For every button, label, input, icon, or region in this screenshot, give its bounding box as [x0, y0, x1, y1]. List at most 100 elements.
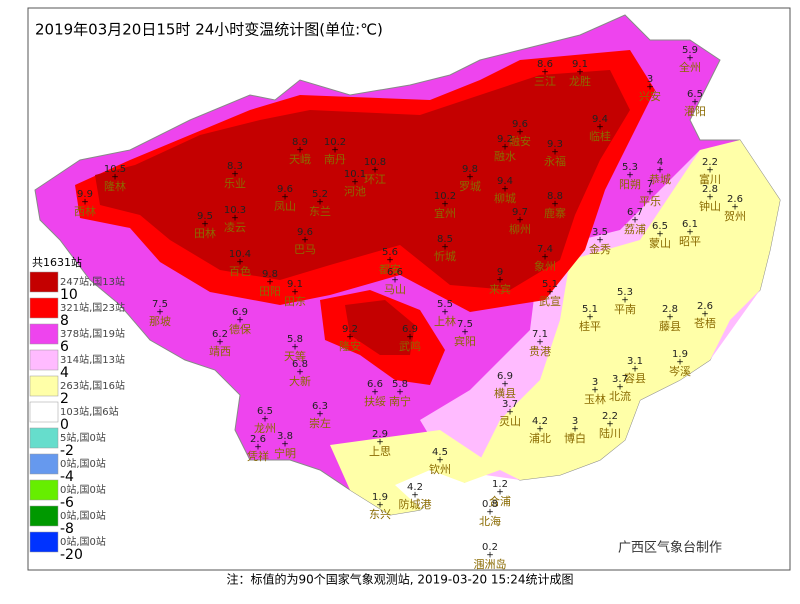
- station-name: 南丹: [324, 153, 346, 166]
- station-value: 6.5: [257, 406, 273, 417]
- legend-swatch: [29, 479, 59, 501]
- station-value: 5.1: [542, 279, 558, 290]
- station-value: 2.9: [372, 429, 388, 440]
- legend-swatch: [29, 349, 59, 371]
- station-value: 1.9: [372, 492, 388, 503]
- station-name: 合浦: [489, 494, 511, 508]
- legend-count: 247站,国13站: [60, 275, 125, 288]
- station-name: 凌云: [224, 220, 246, 234]
- station-value: 4.2: [532, 416, 548, 427]
- station-marker: +: [541, 68, 549, 78]
- legend-count: 263站,国16站: [60, 379, 125, 392]
- station-value: 6.8: [292, 359, 308, 370]
- legend-threshold: 8: [60, 313, 69, 329]
- station-value: 9: [497, 267, 503, 278]
- station-value: 5.6: [382, 247, 398, 258]
- station-marker: +: [606, 420, 614, 430]
- station-value: 4.2: [407, 482, 423, 493]
- station-marker: +: [686, 54, 694, 64]
- station-value: 10.3: [224, 205, 246, 216]
- station-name: 隆林: [104, 179, 126, 193]
- station-value: 9.1: [572, 59, 588, 70]
- station-marker: +: [541, 253, 549, 263]
- station-name: 上思: [369, 445, 391, 458]
- station-name: 天峨: [289, 153, 311, 166]
- station-marker: +: [536, 425, 544, 435]
- station-marker: +: [351, 178, 359, 188]
- station-marker: +: [546, 288, 554, 298]
- zone-2-coast: [330, 430, 500, 515]
- station-value: 10.5: [104, 164, 126, 175]
- station-value: 10.2: [434, 191, 456, 202]
- station-name: 巴马: [294, 243, 316, 256]
- station-name: 隆安: [339, 339, 361, 353]
- station-name: 田林: [194, 226, 216, 240]
- station-value: 8.3: [227, 161, 243, 172]
- station-value: 5.3: [617, 287, 633, 298]
- station-value: 3.5: [592, 227, 608, 238]
- legend-threshold: 2: [60, 391, 69, 407]
- station-name: 凭祥: [247, 449, 269, 463]
- station-name: 崇左: [309, 417, 331, 430]
- station-marker: +: [281, 440, 289, 450]
- station-name: 东兴: [369, 508, 391, 521]
- station-marker: +: [406, 333, 414, 343]
- station-marker: +: [316, 410, 324, 420]
- station-name: 富川: [699, 172, 721, 186]
- station-value: 4.5: [432, 447, 448, 458]
- station-value: 3: [647, 74, 653, 85]
- station-marker: +: [291, 288, 299, 298]
- station-marker: +: [731, 203, 739, 213]
- station-value: 2.6: [697, 301, 713, 312]
- station-marker: +: [646, 83, 654, 93]
- station-marker: +: [626, 171, 634, 181]
- legend-swatch: [29, 375, 59, 397]
- station-name: 龙胜: [569, 74, 591, 88]
- station-value: 8.9: [292, 137, 308, 148]
- station-value: 5.3: [622, 162, 638, 173]
- station-name: 西林: [74, 204, 96, 218]
- station-name: 恭城: [649, 173, 671, 186]
- station-name: 永福: [544, 154, 566, 168]
- station-marker: +: [236, 316, 244, 326]
- station-value: 2.2: [602, 411, 618, 422]
- station-name: 灌阳: [684, 105, 706, 118]
- station-value: 3.7: [502, 399, 518, 410]
- station-marker: +: [266, 278, 274, 288]
- station-value: 3: [592, 377, 598, 388]
- station-value: 6.9: [497, 371, 513, 382]
- station-value: 9.8: [262, 269, 278, 280]
- station-name: 融水: [494, 150, 516, 163]
- station-marker: +: [536, 338, 544, 348]
- zone-10-south: [345, 300, 415, 355]
- station-name: 全州: [679, 60, 701, 74]
- station-value: 6.3: [312, 401, 328, 412]
- station-name: 环江: [364, 173, 386, 186]
- station-value: 6.5: [687, 89, 703, 100]
- station-name: 兴安: [639, 89, 661, 103]
- station-name: 荔浦: [624, 223, 646, 236]
- legend-threshold: 4: [60, 365, 69, 381]
- station-name: 马山: [384, 283, 406, 296]
- station-name: 田阳: [259, 285, 281, 298]
- station-name: 靖西: [209, 345, 231, 358]
- station-name: 防城港: [399, 497, 432, 511]
- legend-total: 共1631站: [32, 255, 82, 269]
- station-value: 0.2: [482, 542, 498, 553]
- station-value: 2.6: [250, 434, 266, 445]
- station-marker: +: [441, 243, 449, 253]
- station-value: 9.4: [497, 176, 513, 187]
- station-marker: +: [291, 343, 299, 353]
- station-name: 北海: [479, 514, 501, 528]
- legend-threshold: 0: [60, 417, 69, 433]
- station-value: 9.7: [512, 207, 528, 218]
- legend-threshold: -20: [60, 547, 83, 563]
- station-value: 6.1: [682, 219, 698, 230]
- station-marker: +: [501, 380, 509, 390]
- station-marker: +: [216, 338, 224, 348]
- station-marker: +: [376, 438, 384, 448]
- station-marker: +: [496, 276, 504, 286]
- station-name: 宜州: [434, 206, 456, 220]
- station-marker: +: [676, 358, 684, 368]
